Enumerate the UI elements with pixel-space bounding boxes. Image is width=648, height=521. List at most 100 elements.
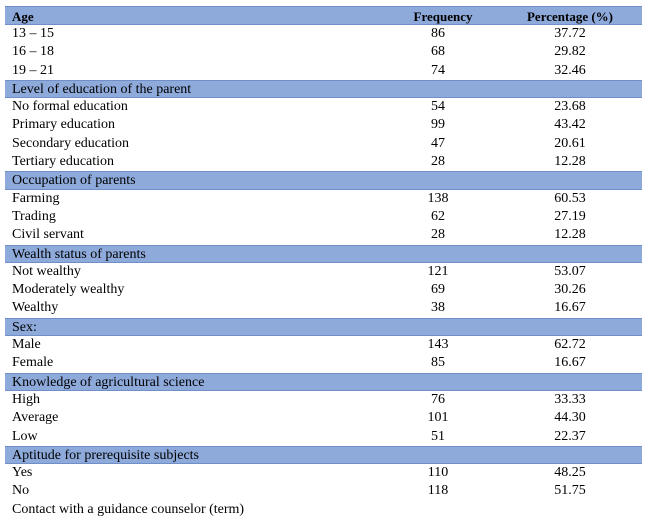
table-row: Secondary education 47 20.61 [5, 135, 642, 153]
frequency-cell: 101 [427, 410, 449, 426]
percentage-cell: 16.67 [554, 300, 586, 316]
percentage-cell: 60.53 [554, 190, 586, 206]
row-label: 19 – 21 [12, 62, 54, 78]
frequency-cell: 51 [431, 428, 445, 444]
table-row: Trading 62 27.19 [5, 208, 642, 226]
frequency-cell: 69 [431, 282, 445, 298]
frequency-cell: 86 [431, 26, 445, 41]
table-row: Wealthy 38 16.67 [5, 299, 642, 317]
header-percentage: Percentage (%) [526, 9, 614, 24]
table-row: Low 51 22.37 [5, 428, 642, 446]
table-row: High 76 33.33 [5, 391, 642, 409]
percentage-cell: 62.72 [554, 337, 586, 353]
row-label: High [12, 391, 40, 407]
table-row: Civil servant 28 12.28 [5, 226, 642, 244]
frequency-cell: 85 [431, 355, 445, 371]
row-label: Primary education [12, 117, 116, 133]
section-label: Aptitude for prerequisite subjects [12, 447, 200, 463]
section-header-row: Aptitude for prerequisite subjects [5, 445, 642, 465]
percentage-cell: 37.72 [554, 26, 586, 41]
row-label: Male [12, 337, 41, 353]
section-header-row: Occupation of parents [5, 171, 642, 190]
table-row: Average 101 44.30 [5, 409, 642, 427]
row-label: Tertiary education [12, 154, 115, 170]
table-row: Male 143 62.72 [5, 336, 642, 354]
row-label: Secondary education [12, 135, 130, 151]
row-label: Low [12, 428, 38, 444]
section-header-row: Level of education of the parent [5, 79, 642, 99]
table-header-row: Age Frequency Percentage (%) [5, 6, 642, 25]
row-label: Moderately wealthy [12, 282, 125, 298]
percentage-cell: 33.33 [554, 391, 586, 407]
percentage-cell: 29.82 [554, 44, 586, 60]
frequency-cell: 54 [431, 99, 445, 115]
frequency-cell: 99 [431, 117, 445, 133]
section-label: Knowledge of agricultural science [12, 374, 205, 390]
section-header-row: Knowledge of agricultural science [5, 372, 642, 391]
percentage-cell: 27.19 [554, 208, 586, 224]
row-label: Yes [12, 465, 33, 481]
frequency-cell: 68 [431, 44, 445, 60]
percentage-cell: 32.46 [554, 62, 586, 78]
frequency-cell: 28 [431, 154, 445, 170]
percentage-cell: 53.07 [554, 263, 586, 279]
table-row: 13 – 15 86 37.72 [5, 25, 642, 43]
table-row: 19 – 21 74 32.46 [5, 62, 642, 80]
row-label: Farming [12, 190, 60, 206]
section-header-row: Wealth status of parents [5, 244, 642, 263]
frequency-cell: 47 [431, 135, 445, 151]
row-label: Female [12, 355, 54, 371]
frequency-cell: 121 [427, 263, 449, 279]
table-row: Farming 138 60.53 [5, 190, 642, 208]
row-label: No formal education [12, 99, 128, 115]
percentage-cell: 12.28 [554, 227, 586, 243]
frequency-cell: 62 [431, 208, 445, 224]
row-label: Trading [12, 208, 56, 224]
section-label: Sex: [12, 319, 37, 335]
section-header-row: Sex: [5, 317, 642, 337]
row-label: Civil servant [12, 227, 84, 243]
data-table: Age Frequency Percentage (%) 13 – 15 86 37… [5, 6, 642, 519]
frequency-cell: 138 [427, 190, 449, 206]
percentage-cell: 22.37 [554, 428, 586, 444]
table-row: Female 85 16.67 [5, 354, 642, 372]
table-row: 16 – 18 68 29.82 [5, 43, 642, 61]
row-label: Average [12, 410, 59, 426]
percentage-cell: 51.75 [554, 483, 586, 499]
table-row: Moderately wealthy 69 30.26 [5, 281, 642, 299]
section-label: Level of education of the parent [12, 81, 192, 97]
table-row: Yes 110 48.25 [5, 464, 642, 482]
table-row: No formal education 54 23.68 [5, 98, 642, 116]
header-frequency: Frequency [413, 9, 473, 24]
percentage-cell: 20.61 [554, 135, 586, 151]
section-label: Wealth status of parents [12, 246, 146, 262]
table-row: Primary education 99 43.42 [5, 116, 642, 134]
table-row: No 118 51.75 [5, 482, 642, 500]
row-label: Contact with a guidance counselor (term) [12, 501, 245, 517]
frequency-cell: 74 [431, 62, 445, 78]
section-label: Occupation of parents [12, 173, 136, 189]
percentage-cell: 43.42 [554, 117, 586, 133]
frequency-cell: 143 [427, 337, 449, 353]
frequency-cell: 118 [427, 483, 449, 499]
percentage-cell: 23.68 [554, 99, 586, 115]
row-label: No [12, 483, 30, 499]
frequency-cell: 76 [431, 391, 445, 407]
percentage-cell: 30.26 [554, 282, 586, 298]
frequency-cell: 110 [427, 465, 449, 481]
row-label: 13 – 15 [12, 26, 54, 41]
table-row: Not wealthy 121 53.07 [5, 263, 642, 281]
percentage-cell: 12.28 [554, 154, 586, 170]
frequency-cell: 38 [431, 300, 445, 316]
table-body: 13 – 15 86 37.72 16 – 18 68 29.82 19 – 21 74 32.… [5, 25, 642, 519]
percentage-cell: 16.67 [554, 355, 586, 371]
percentage-cell: 48.25 [554, 465, 586, 481]
row-label: Wealthy [12, 300, 59, 316]
row-label: Not wealthy [12, 263, 81, 279]
row-label: 16 – 18 [12, 44, 54, 60]
table-row: Tertiary education 28 12.28 [5, 153, 642, 171]
percentage-cell: 44.30 [554, 410, 586, 426]
header-age: Age [12, 9, 34, 24]
frequency-cell: 28 [431, 227, 445, 243]
table-row: Contact with a guidance counselor (term) [5, 501, 642, 519]
